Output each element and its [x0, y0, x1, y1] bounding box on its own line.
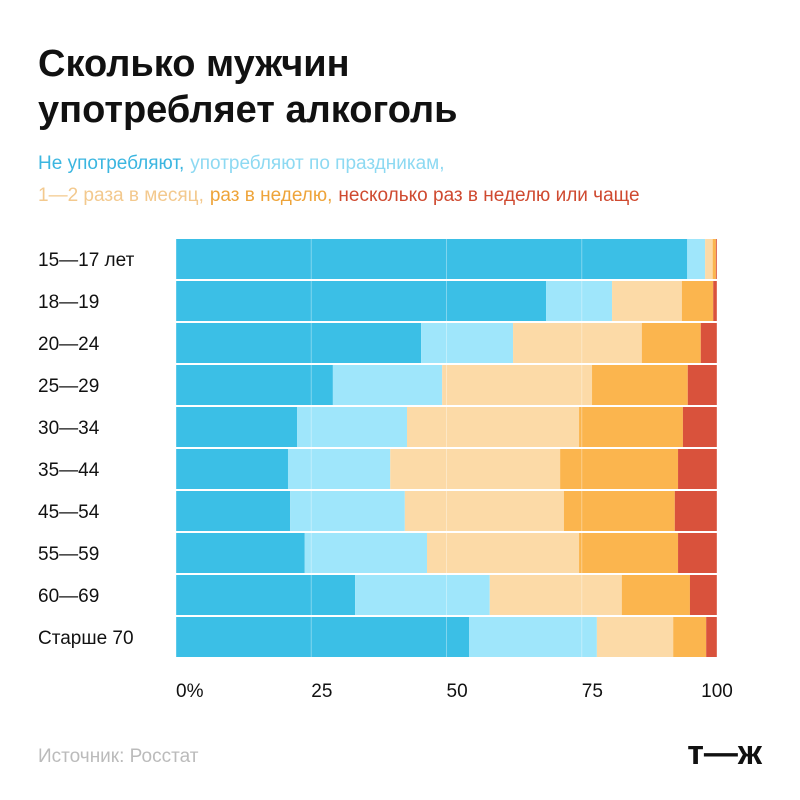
logo: т—ж — [687, 734, 763, 772]
bar-segment — [176, 575, 356, 615]
bar-segment — [706, 617, 717, 657]
bar-segment — [705, 239, 713, 279]
bar-segment — [304, 533, 428, 573]
x-tick-label: 75 — [582, 681, 603, 702]
bar-segment — [687, 239, 706, 279]
bar-segment — [713, 281, 717, 321]
y-tick-label: 45—54 — [38, 502, 100, 523]
legend-entry: 1—2 раза в месяц, — [38, 185, 204, 206]
bar-segment — [596, 617, 674, 657]
bar-segment — [176, 491, 291, 531]
y-tick-label: Старше 70 — [38, 628, 134, 649]
y-tick-label: 15—17 лет — [38, 250, 135, 271]
bar-segment — [176, 281, 547, 321]
bar-segment — [287, 449, 391, 489]
legend: 1—2 раза в месяц, раз в неделю, несколько … — [38, 185, 640, 206]
bar-segment — [442, 365, 593, 405]
bar-segment — [674, 491, 717, 531]
y-tick-label: 60—69 — [38, 586, 99, 607]
y-tick-label: 25—29 — [38, 376, 99, 397]
y-tick-label: 18—19 — [38, 292, 99, 313]
bar-segment — [621, 575, 690, 615]
bar-segment — [176, 533, 305, 573]
bar-segment — [678, 449, 717, 489]
legend-entry: раз в неделю, — [210, 185, 333, 206]
bar-segment — [176, 449, 288, 489]
bar-segment — [673, 617, 707, 657]
bar-segment — [592, 365, 688, 405]
bar-segment — [579, 407, 683, 447]
legend-entry: несколько раз в неделю или чаще — [338, 185, 639, 206]
bar-segment — [715, 239, 717, 279]
bar-segment — [407, 407, 580, 447]
bar-segment — [390, 449, 561, 489]
y-tick-label: 55—59 — [38, 544, 99, 565]
y-tick-label: 35—44 — [38, 460, 100, 481]
bar-segment — [297, 407, 408, 447]
bar-segment — [682, 407, 717, 447]
bar-segment — [355, 575, 490, 615]
x-tick-label: 50 — [447, 681, 468, 702]
x-tick-label: 25 — [311, 681, 332, 702]
bar-segment — [513, 323, 642, 363]
bar-segment — [290, 491, 405, 531]
bar-segment — [489, 575, 622, 615]
bar-segment — [687, 365, 717, 405]
bar-segment — [421, 323, 514, 363]
y-tick-label: 20—24 — [38, 334, 100, 355]
bar-segment — [641, 323, 701, 363]
bar-segment — [678, 533, 717, 573]
bar-segment — [560, 449, 679, 489]
bar-segment — [712, 239, 716, 279]
legend-entry: Не употребляют, — [38, 153, 184, 174]
bar-segment — [332, 365, 443, 405]
bar-segment — [176, 323, 422, 363]
bar-segment — [469, 617, 597, 657]
y-tick-label: 30—34 — [38, 418, 100, 439]
legend: Не употребляют, употребляют по праздникам… — [38, 153, 445, 174]
bar-segment — [404, 491, 564, 531]
bar-segment — [579, 533, 679, 573]
chart-title: Сколько мужчин — [38, 43, 350, 85]
bar-segment — [681, 281, 714, 321]
legend-entry: употребляют по праздникам, — [190, 153, 444, 174]
bar-segment — [176, 365, 333, 405]
bar-segment — [612, 281, 682, 321]
bar-segment — [563, 491, 675, 531]
bar-segment — [176, 239, 688, 279]
bar-segment — [700, 323, 717, 363]
x-tick-label: 0% — [176, 681, 204, 702]
bar-segment — [427, 533, 580, 573]
bar-segment — [546, 281, 613, 321]
chart-title: употребляет алкоголь — [38, 89, 458, 131]
source: Источник: Росстат — [38, 746, 199, 767]
bar-segment — [176, 617, 470, 657]
bar-segment — [689, 575, 717, 615]
bar-segment — [176, 407, 298, 447]
x-tick-label: 100 — [701, 681, 733, 702]
